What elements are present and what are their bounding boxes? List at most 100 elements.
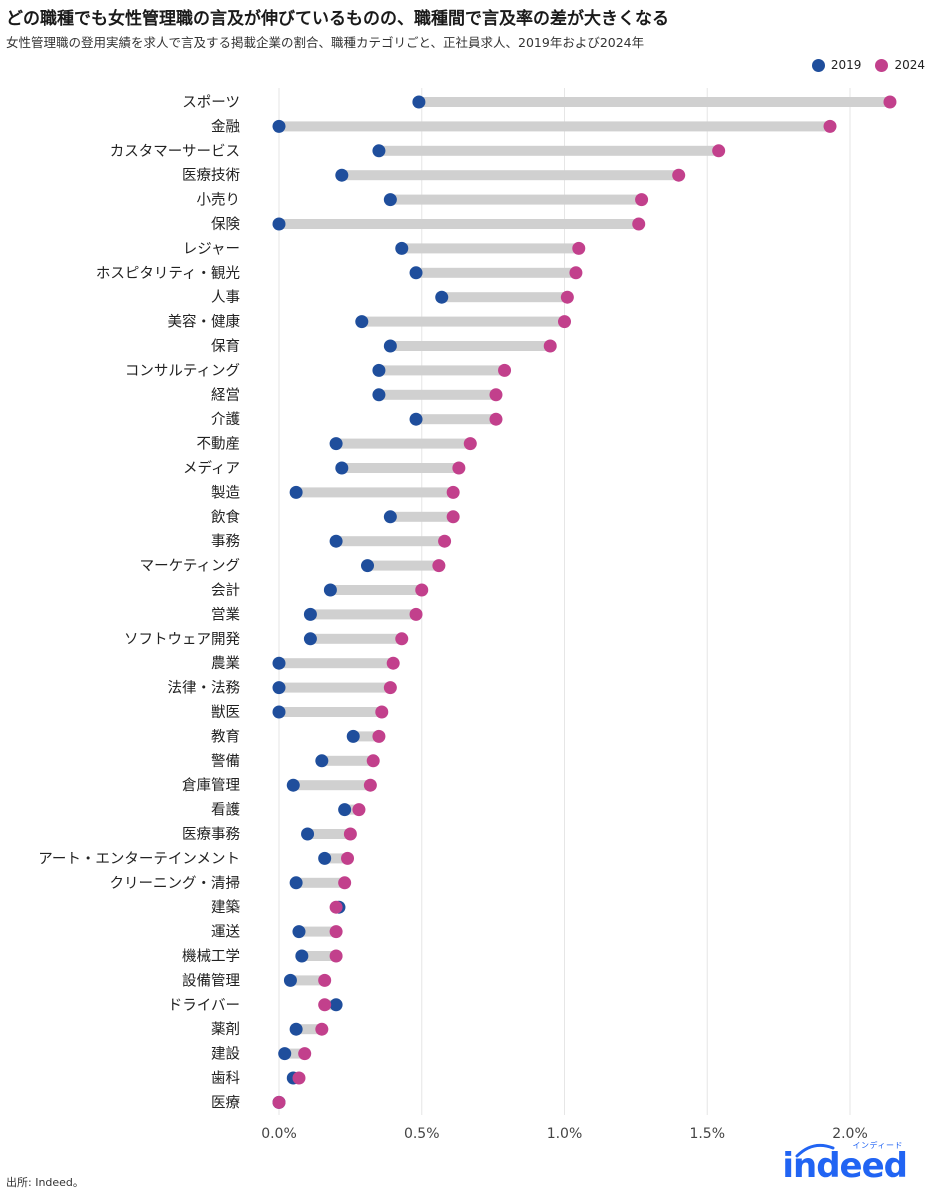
range-bar	[279, 682, 391, 693]
range-bar	[279, 219, 639, 229]
point-2019	[315, 754, 329, 768]
point-2019	[372, 388, 386, 402]
category-label: 医療技術	[182, 167, 240, 184]
point-2019	[383, 193, 397, 207]
point-2019	[283, 973, 297, 987]
range-bar	[416, 267, 576, 278]
point-2019	[372, 363, 386, 377]
legend-label-2019: 2019	[830, 58, 862, 72]
point-2024	[632, 217, 646, 231]
category-label: 美容・健康	[168, 314, 241, 331]
category-label: 運送	[211, 924, 240, 941]
point-2024	[375, 705, 389, 719]
point-2024	[386, 656, 400, 670]
point-2019	[303, 607, 317, 621]
x-tick-label: 2.0%	[832, 1126, 868, 1142]
category-label: 看護	[211, 802, 240, 819]
range-bar	[390, 341, 551, 351]
point-2024	[366, 754, 380, 768]
point-2019	[395, 241, 409, 255]
category-label: 薬剤	[211, 1021, 240, 1038]
logo-superscript: インディード	[852, 1141, 903, 1150]
range-bar	[321, 755, 374, 766]
source-note: 出所: Indeed。	[6, 1176, 84, 1189]
point-2019	[301, 827, 315, 841]
point-2024	[363, 778, 377, 792]
x-tick-label: 1.0%	[547, 1126, 583, 1142]
point-2024	[446, 510, 460, 524]
point-2019	[329, 998, 343, 1012]
category-label: 保険	[211, 216, 240, 233]
category-label: 建設	[211, 1046, 240, 1063]
point-2024	[438, 534, 452, 548]
point-2019	[272, 705, 286, 719]
legend-marker-2019	[811, 58, 825, 72]
point-2019	[361, 559, 375, 573]
category-label: 人事	[211, 289, 240, 306]
category-label: 事務	[211, 533, 240, 550]
range-bar	[296, 1024, 322, 1035]
legend-item-2024: 2024	[875, 58, 925, 72]
category-label: 会計	[211, 582, 240, 599]
point-2019	[289, 1022, 303, 1036]
category-label: 歯科	[211, 1070, 240, 1087]
point-2024	[446, 485, 460, 499]
point-2019	[383, 339, 397, 353]
point-2024	[315, 1022, 329, 1036]
category-label: ホスピタリティ・観光	[96, 265, 240, 282]
category-label: カスタマーサービス	[110, 143, 240, 160]
range-bar	[279, 658, 394, 669]
range-bar	[307, 829, 351, 839]
category-label: 保育	[211, 338, 240, 355]
point-2024	[343, 827, 357, 841]
point-2019	[346, 729, 360, 743]
range-bar	[378, 389, 496, 400]
point-2024	[372, 729, 386, 743]
category-label: ドライバー	[168, 998, 240, 1014]
range-bar	[344, 804, 359, 815]
range-bar	[378, 145, 719, 156]
point-2019	[435, 290, 449, 304]
legend-item-2019: 2019	[811, 58, 862, 72]
point-2024	[489, 412, 503, 426]
range-bar	[284, 1048, 305, 1059]
point-2024	[395, 632, 409, 646]
range-bar	[367, 560, 439, 571]
category-label: 医療事務	[182, 826, 240, 843]
point-2024	[329, 900, 343, 914]
range-bar	[279, 707, 382, 717]
point-2019	[303, 632, 317, 646]
range-bar	[441, 292, 568, 303]
point-2019	[286, 778, 300, 792]
category-label: 法律・法務	[168, 680, 241, 697]
category-label: マーケティング	[140, 558, 240, 575]
point-2024	[352, 803, 366, 817]
point-2024	[543, 339, 557, 353]
range-bar	[341, 463, 459, 473]
range-bar	[293, 780, 371, 791]
category-label: 建築	[211, 898, 240, 916]
range-bar	[378, 365, 505, 376]
range-bar	[390, 194, 642, 205]
range-bar	[296, 877, 345, 888]
category-label: ソフトウェア開発	[124, 631, 240, 648]
point-2019	[272, 681, 286, 695]
point-2019	[409, 412, 423, 426]
point-2019	[289, 485, 303, 499]
range-bar	[416, 414, 496, 425]
range-bar	[279, 121, 831, 132]
range-bar	[341, 170, 679, 181]
legend-label-2024: 2024	[894, 58, 925, 72]
point-2024	[341, 851, 355, 865]
range-bar	[296, 487, 454, 498]
range-bar	[353, 731, 379, 742]
legend-marker-2024	[875, 58, 889, 72]
range-bar	[390, 511, 454, 522]
range-bar	[361, 316, 565, 327]
point-2024	[318, 998, 332, 1012]
point-2024	[489, 388, 503, 402]
category-label: 営業	[211, 606, 240, 623]
category-label: スポーツ	[182, 94, 240, 111]
legend: 2019 2024	[804, 58, 925, 72]
point-2019	[412, 95, 426, 109]
